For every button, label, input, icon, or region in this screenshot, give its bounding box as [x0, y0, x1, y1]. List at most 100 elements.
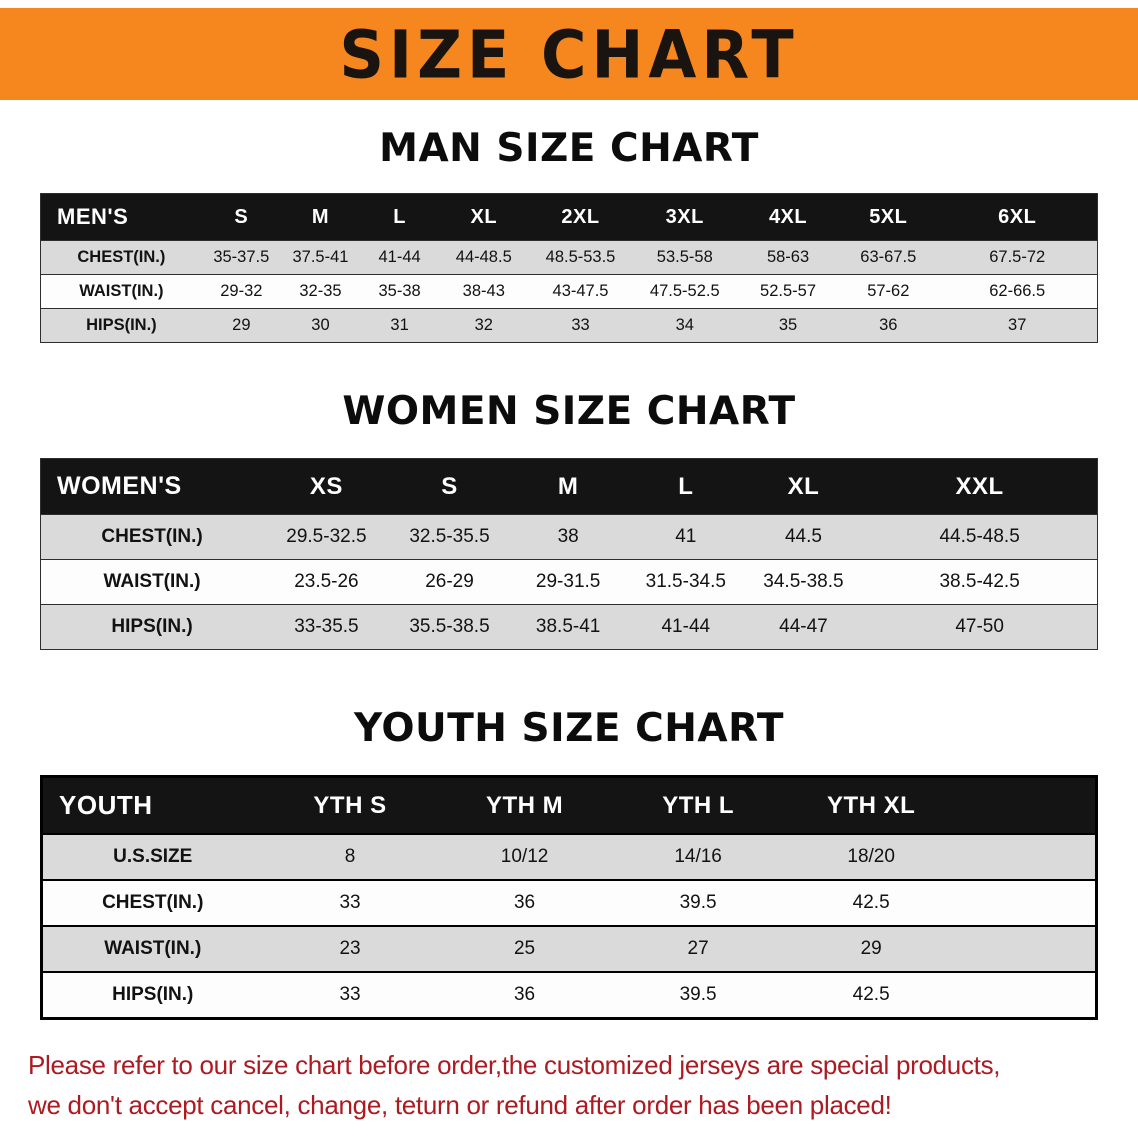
youth-measure-row: HIPS(IN.) 33 36 39.5 42.5 [41, 972, 1097, 1019]
size-value: 35-38 [378, 282, 421, 300]
size-value: 33 [571, 316, 590, 334]
men-col-header: L [393, 205, 406, 228]
size-value: 25 [513, 938, 536, 959]
size-value: 30 [311, 316, 330, 334]
size-value: 23 [339, 938, 361, 959]
size-value: 36 [513, 892, 536, 913]
size-value: 33 [339, 984, 361, 1005]
size-value: 38-43 [462, 282, 505, 300]
size-value: 47-50 [955, 616, 1004, 637]
women-col-header: S [441, 472, 458, 500]
size-value: 31 [390, 316, 409, 334]
youth-col-header: YTH L [662, 791, 735, 819]
measure-label: WAIST(IN.) [103, 571, 201, 592]
size-chart-page: SIZE CHART MAN SIZE CHART MEN'S S M L XL 2XL 3… [0, 8, 1138, 1121]
notice-line-1: Please refer to our size chart before or… [28, 1050, 1001, 1080]
measure-label: WAIST(IN.) [79, 282, 164, 300]
size-value: 23.5-26 [294, 571, 359, 592]
size-value: 42.5 [852, 984, 890, 1005]
men-col-header: 6XL [998, 205, 1037, 228]
size-value: 35.5-38.5 [409, 616, 490, 637]
youth-col-header: YTH XL [826, 791, 916, 819]
youth-col-header: YTH S [313, 791, 387, 819]
size-value: 29-32 [220, 282, 263, 300]
size-value: 47.5-52.5 [649, 282, 720, 300]
size-value: 62-66.5 [989, 282, 1046, 300]
men-section-heading: MAN SIZE CHART [379, 126, 759, 171]
women-section-heading: WOMEN SIZE CHART [342, 389, 796, 434]
women-table-title: WOMEN'S [57, 472, 182, 500]
youth-measure-row: CHEST(IN.) 33 36 39.5 42.5 [41, 880, 1097, 926]
women-col-header: M [557, 472, 579, 500]
size-value: 36 [879, 316, 898, 334]
women-col-header: XXL [955, 472, 1004, 500]
youth-size-table: YOUTH YTH S YTH M YTH L YTH XL U.S.SIZE 8 10/12… [40, 775, 1098, 1020]
size-value: 14/16 [674, 846, 722, 867]
size-value: 34.5-38.5 [763, 571, 844, 592]
men-col-header: 5XL [869, 205, 908, 228]
women-measure-row: CHEST(IN.) 29.5-32.5 32.5-35.5 38 41 44.5 44.5… [40, 514, 1098, 560]
measure-label: U.S.SIZE [113, 846, 193, 867]
youth-section-heading: YOUTH SIZE CHART [354, 706, 784, 751]
men-col-header: S [234, 205, 249, 228]
size-value: 31.5-34.5 [645, 571, 726, 592]
size-value: 10/12 [500, 846, 549, 867]
size-value: 33 [339, 892, 361, 913]
size-value: 38 [557, 526, 579, 547]
size-value: 18/20 [847, 846, 895, 867]
women-col-header: XS [309, 472, 343, 500]
women-section: WOMEN SIZE CHART WOMEN'S XS S M L XL XXL CHEST(… [0, 389, 1138, 650]
spacer-cell [958, 834, 1097, 880]
youth-measure-row: WAIST(IN.) 23 25 27 29 [41, 926, 1097, 972]
size-value: 33-35.5 [294, 616, 359, 637]
men-col-header: 3XL [665, 205, 704, 228]
men-section: MAN SIZE CHART MEN'S S M L XL 2XL 3XL 4XL 5XL 6XL… [0, 126, 1138, 343]
notice-line-2: we don't accept cancel, change, teturn o… [28, 1090, 892, 1120]
men-table-title: MEN'S [57, 204, 129, 229]
size-value: 32.5-35.5 [409, 526, 490, 547]
size-value: 27 [687, 938, 709, 959]
spacer-cell [958, 777, 1097, 835]
measure-label: CHEST(IN.) [102, 892, 204, 913]
measure-label: CHEST(IN.) [101, 526, 203, 547]
men-table-header-row: MEN'S S M L XL 2XL 3XL 4XL 5XL 6XL [40, 193, 1098, 241]
size-value: 67.5-72 [989, 248, 1046, 266]
size-value: 36 [513, 984, 536, 1005]
size-value: 41-44 [378, 248, 421, 266]
youth-measure-row: U.S.SIZE 8 10/12 14/16 18/20 [41, 834, 1097, 880]
women-measure-row: WAIST(IN.) 23.5-26 26-29 29-31.5 31.5-34.5 34… [40, 559, 1098, 605]
measure-label: HIPS(IN.) [112, 984, 194, 1005]
size-value: 41 [675, 526, 697, 547]
size-value: 26-29 [425, 571, 474, 592]
size-value: 52.5-57 [760, 282, 817, 300]
size-value: 44-48.5 [455, 248, 512, 266]
size-value: 32-35 [299, 282, 342, 300]
size-value: 37 [1008, 316, 1027, 334]
size-value: 34 [675, 316, 694, 334]
size-value: 53.5-58 [656, 248, 713, 266]
women-table-header-row: WOMEN'S XS S M L XL XXL [40, 458, 1098, 515]
women-measure-row: HIPS(IN.) 33-35.5 35.5-38.5 38.5-41 41-44 44-… [40, 604, 1098, 650]
order-notice: Please refer to our size chart before or… [28, 1050, 1138, 1121]
measure-label: HIPS(IN.) [111, 616, 193, 637]
size-value: 29-31.5 [535, 571, 601, 592]
size-value: 29 [232, 316, 251, 334]
size-value: 48.5-53.5 [545, 248, 616, 266]
banner: SIZE CHART [0, 8, 1138, 100]
men-measure-row: WAIST(IN.) 29-32 32-35 35-38 38-43 43-47.5 47.… [40, 274, 1098, 309]
size-value: 38.5-41 [535, 616, 601, 637]
youth-table-title: YOUTH [59, 790, 153, 820]
measure-label: CHEST(IN.) [77, 248, 166, 266]
men-measure-row: CHEST(IN.) 35-37.5 37.5-41 41-44 44-48.5 48.5… [40, 240, 1098, 275]
size-value: 35 [778, 316, 798, 334]
youth-col-header: YTH M [485, 791, 564, 819]
size-value: 38.5-42.5 [939, 571, 1020, 592]
women-col-header: L [678, 472, 694, 500]
measure-label: HIPS(IN.) [86, 316, 157, 334]
measure-label: WAIST(IN.) [104, 938, 202, 959]
size-value: 58-63 [766, 248, 810, 266]
size-value: 43-47.5 [552, 282, 609, 300]
spacer-cell [958, 880, 1097, 926]
size-value: 35-37.5 [213, 248, 270, 266]
men-col-header: 4XL [768, 205, 808, 228]
